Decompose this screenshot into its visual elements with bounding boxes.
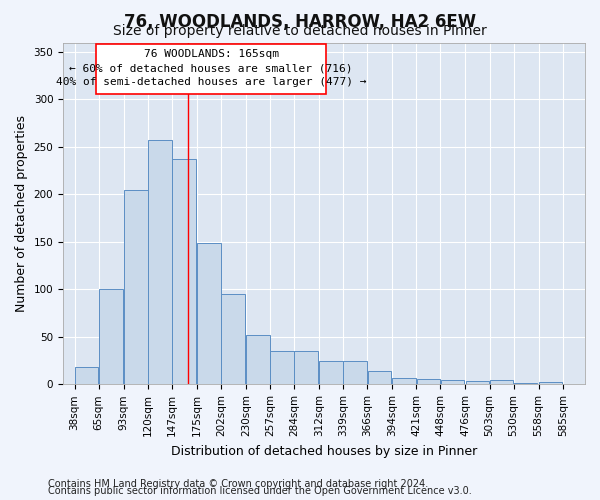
Bar [490,380,514,384]
Bar [246,335,270,384]
Bar [368,371,391,384]
Bar [295,351,318,384]
Bar [75,367,98,384]
Bar [124,190,148,384]
Y-axis label: Number of detached properties: Number of detached properties [15,115,28,312]
Text: ← 60% of detached houses are smaller (716): ← 60% of detached houses are smaller (71… [70,63,353,73]
Text: Contains public sector information licensed under the Open Government Licence v3: Contains public sector information licen… [48,486,472,496]
Bar [221,294,245,384]
Bar [197,243,221,384]
Bar [539,382,562,384]
Text: 40% of semi-detached houses are larger (477) →: 40% of semi-detached houses are larger (… [56,78,367,88]
Bar [392,378,416,384]
Bar [99,290,122,384]
Text: 76, WOODLANDS, HARROW, HA2 6EW: 76, WOODLANDS, HARROW, HA2 6EW [124,12,476,30]
Bar [319,360,343,384]
Bar [440,380,464,384]
Bar [343,360,367,384]
Text: 76 WOODLANDS: 165sqm: 76 WOODLANDS: 165sqm [143,49,278,59]
Text: Size of property relative to detached houses in Pinner: Size of property relative to detached ho… [113,24,487,38]
Bar [148,140,172,384]
Text: Contains HM Land Registry data © Crown copyright and database right 2024.: Contains HM Land Registry data © Crown c… [48,479,428,489]
Bar [172,160,196,384]
Bar [466,380,490,384]
FancyBboxPatch shape [96,44,326,94]
X-axis label: Distribution of detached houses by size in Pinner: Distribution of detached houses by size … [171,444,477,458]
Bar [270,351,294,384]
Bar [416,378,440,384]
